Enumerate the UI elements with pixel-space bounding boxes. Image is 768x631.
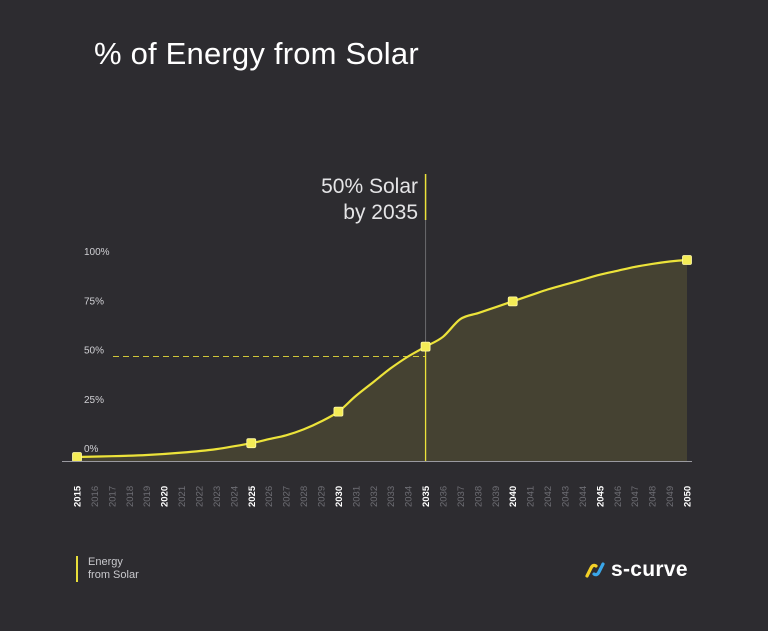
x-tick-label: 2035: [421, 485, 432, 507]
x-tick-label: 2015: [73, 485, 84, 507]
x-tick-label: 2038: [473, 486, 484, 507]
x-tick-label: 2040: [508, 486, 519, 507]
legend-label-1: Energy: [88, 556, 123, 568]
x-tick-label: 2029: [317, 486, 328, 507]
legend: Energy from Solar: [76, 556, 139, 582]
x-tick-label: 2032: [369, 486, 380, 507]
annotation-label: 50% Solar by 2035: [321, 174, 418, 226]
x-tick-label: 2031: [351, 486, 362, 507]
x-tick-label: 2034: [404, 486, 415, 507]
y-tick-label: 0%: [84, 444, 99, 455]
x-tick-label: 2018: [125, 486, 136, 507]
data-point-marker: [333, 406, 344, 417]
x-tick-label: 2030: [334, 486, 345, 507]
x-tick-label: 2042: [543, 486, 554, 507]
y-tick-label: 100%: [84, 247, 110, 258]
annotation-line-2: by 2035: [343, 201, 418, 224]
data-point-marker: [72, 452, 82, 462]
chart-title: % of Energy from Solar: [94, 36, 419, 71]
annotation-line-1: 50% Solar: [321, 175, 418, 198]
s-curve-logo-icon: [585, 562, 605, 578]
data-point-marker: [246, 438, 257, 449]
x-tick-label: 2046: [613, 486, 624, 507]
brand-name: s-curve: [611, 558, 688, 581]
x-tick-label: 2024: [229, 486, 240, 507]
x-tick-label: 2033: [386, 486, 397, 507]
x-tick-label: 2016: [90, 486, 101, 507]
x-tick-label: 2043: [561, 486, 572, 507]
data-point-marker: [682, 255, 692, 265]
x-tick-label: 2049: [665, 486, 676, 507]
x-tick-label: 2017: [107, 486, 118, 507]
x-tick-label: 2027: [282, 486, 293, 507]
data-point-marker: [507, 296, 518, 307]
x-tick-label: 2036: [439, 486, 450, 507]
x-tick-label: 2021: [177, 486, 188, 507]
x-tick-label: 2023: [212, 486, 223, 507]
y-tick-label: 75%: [84, 296, 104, 307]
x-tick-label: 2041: [526, 486, 537, 507]
x-tick-label: 2047: [630, 486, 641, 507]
x-tick-label: 2048: [648, 486, 659, 507]
data-point-marker: [420, 341, 431, 352]
x-tick-label: 2020: [160, 486, 171, 507]
brand-logo: s-curve: [583, 558, 688, 582]
area-fill: [77, 260, 687, 461]
x-tick-label: 2044: [578, 486, 589, 507]
x-tick-label: 2025: [247, 485, 258, 507]
y-tick-label: 50%: [84, 346, 104, 357]
x-tick-label: 2019: [142, 486, 153, 507]
x-tick-label: 2050: [683, 486, 694, 507]
legend-label-2: from Solar: [88, 569, 139, 581]
x-tick-label: 2037: [456, 486, 467, 507]
x-tick-label: 2022: [195, 486, 206, 507]
x-tick-label: 2028: [299, 486, 310, 507]
y-tick-label: 25%: [84, 395, 104, 406]
x-tick-label: 2045: [595, 485, 606, 507]
x-tick-label: 2039: [491, 486, 502, 507]
x-tick-label: 2026: [264, 486, 275, 507]
